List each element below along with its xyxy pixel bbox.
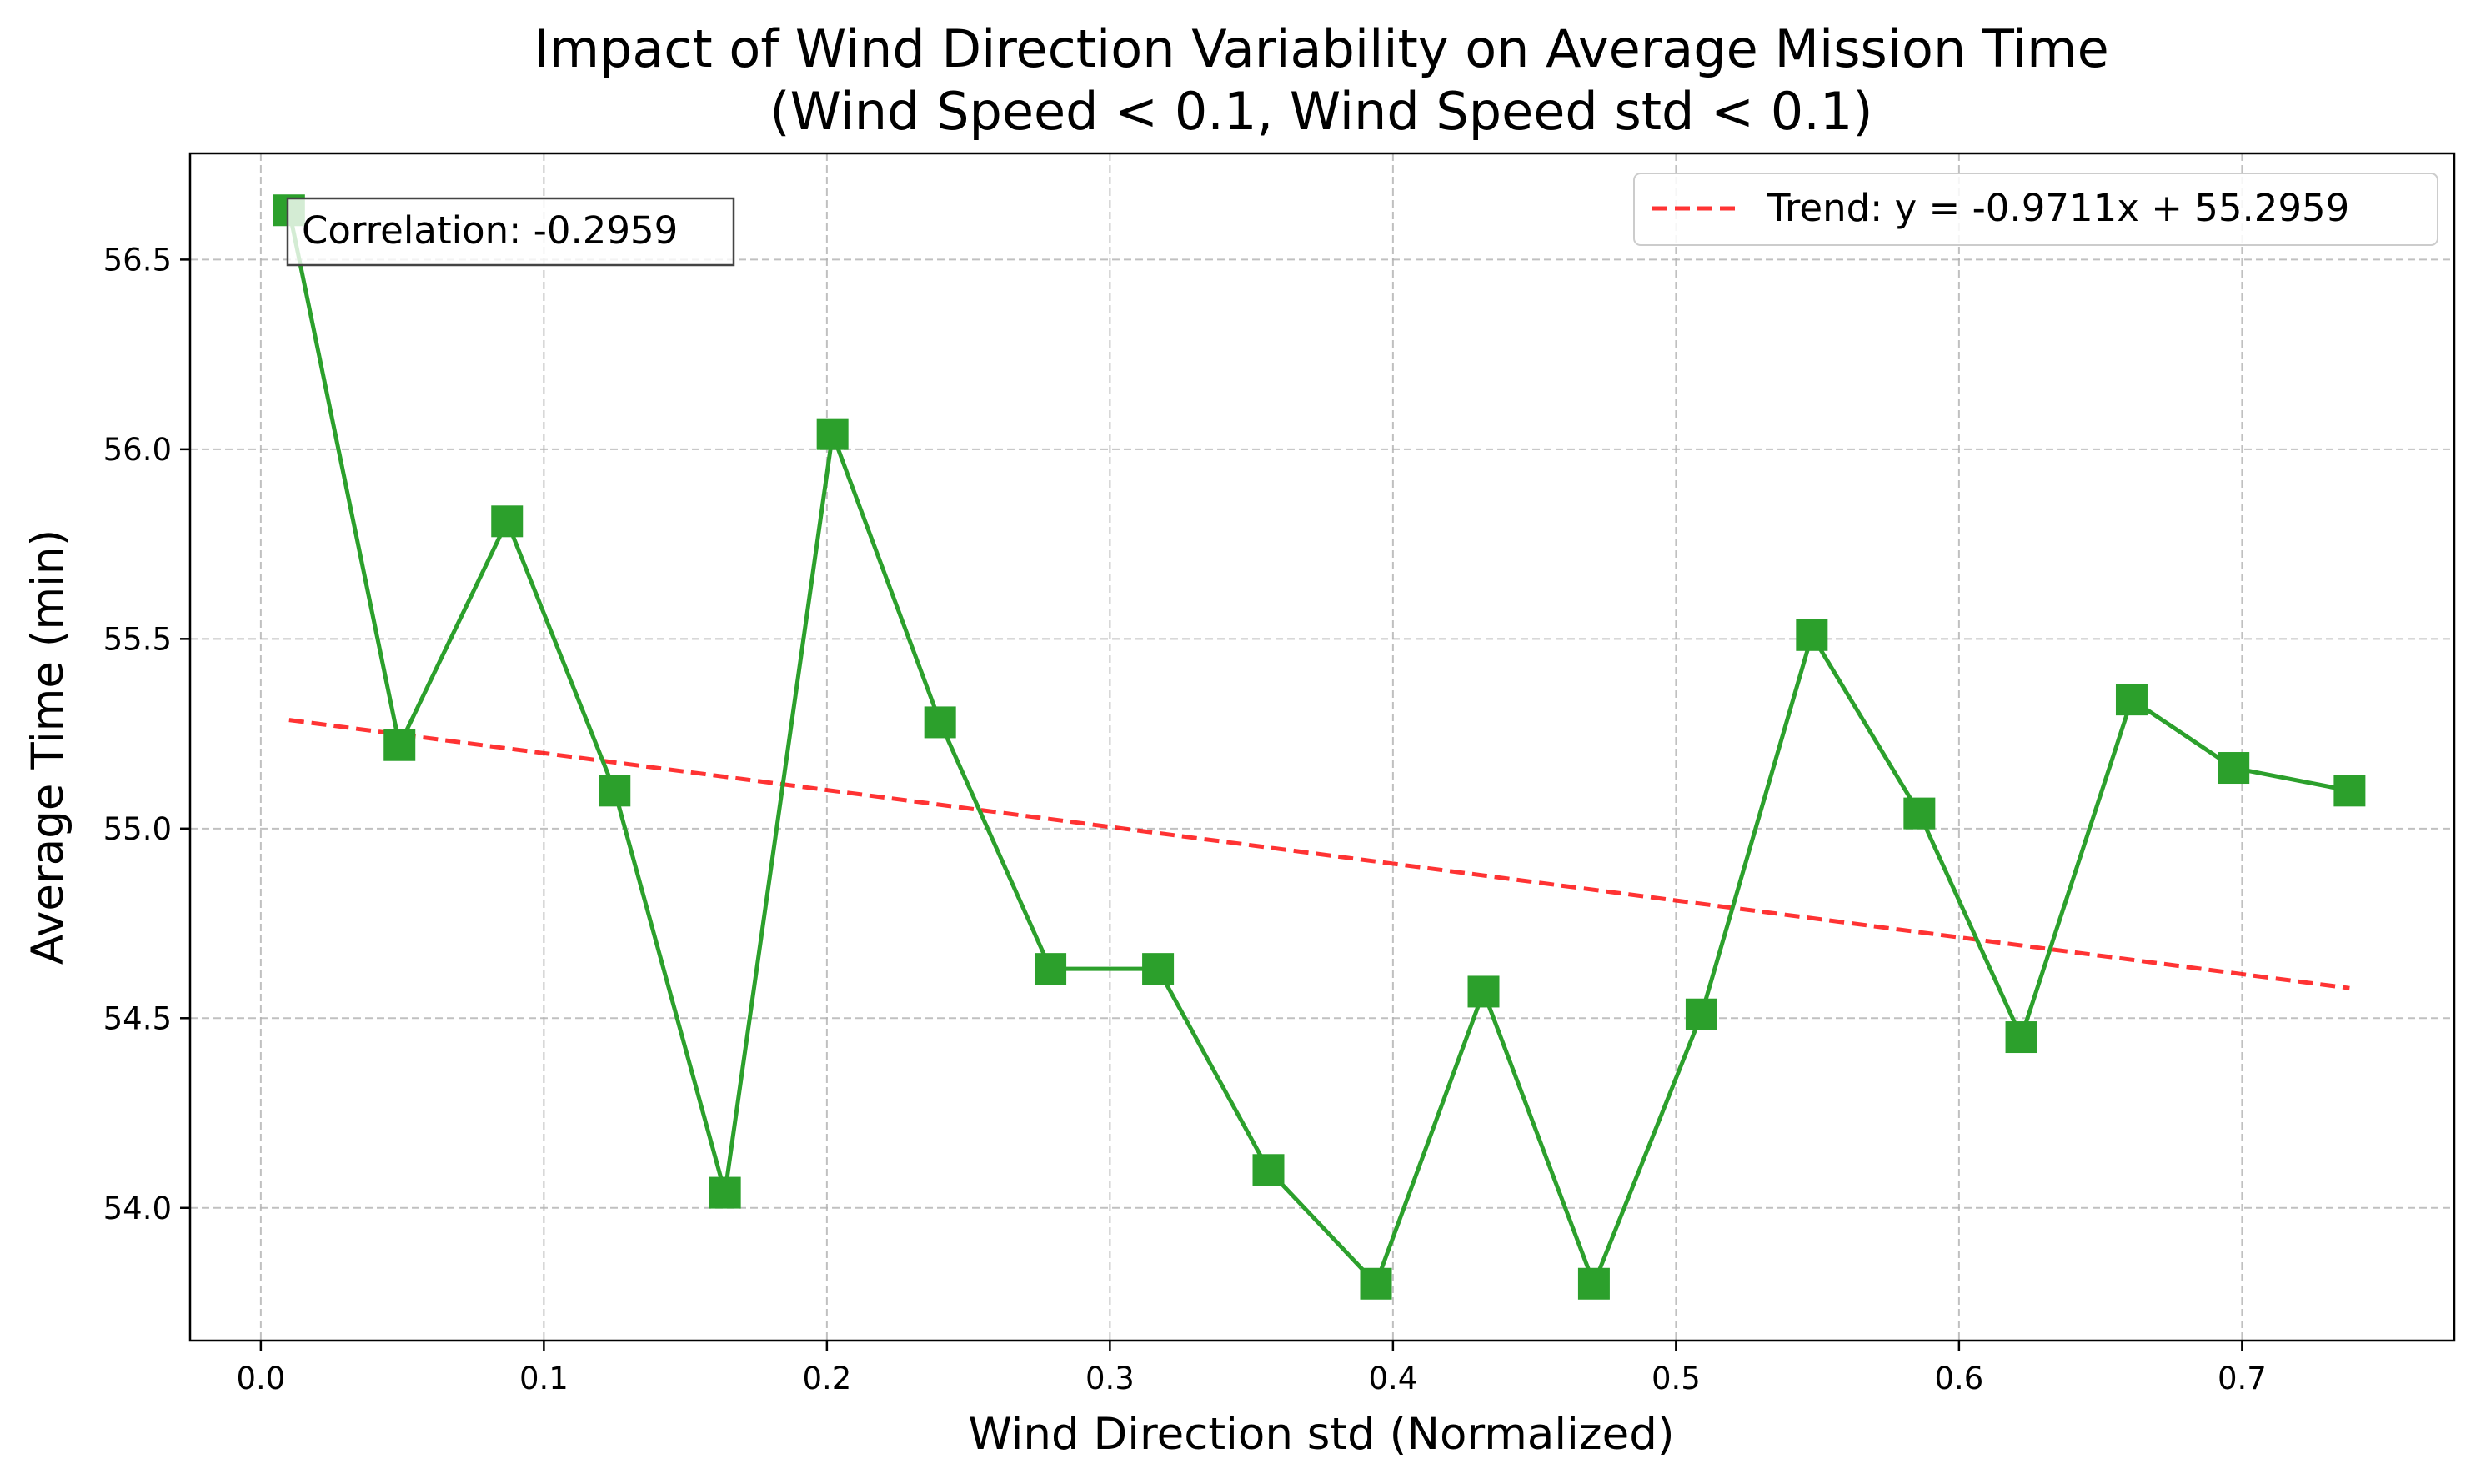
data-point	[1467, 975, 1500, 1008]
y-tick-label: 55.0	[103, 811, 172, 847]
x-tick-label: 0.7	[2218, 1361, 2267, 1396]
data-point	[1796, 619, 1828, 651]
trend-line-layer	[288, 718, 2350, 990]
data-point	[2005, 1021, 2037, 1054]
data-point	[2115, 684, 2148, 716]
legend: Trend: y = -0.9711x + 55.2959	[1633, 173, 2438, 246]
y-tick-label: 56.5	[103, 242, 172, 278]
annotation-text: Correlation: -0.2959	[302, 208, 678, 253]
x-tick-label: 0.2	[802, 1361, 851, 1396]
chart-subtitle: (Wind Speed < 0.1, Wind Speed std < 0.1)	[769, 81, 1872, 142]
correlation-annotation: Correlation: -0.2959	[286, 197, 735, 267]
data-point	[924, 706, 956, 739]
x-axis-label: Wind Direction std (Normalized)	[968, 1409, 1674, 1460]
plot-frame	[188, 152, 2456, 1342]
annotation-box	[286, 197, 735, 267]
data-point	[1577, 1267, 1610, 1300]
ticks: 0.0 0.1 0.2 0.3 0.4 0.5 0.6 0.7 54.0 54.5 55.0 55.5…	[103, 242, 2267, 1396]
data-point	[1685, 998, 1717, 1030]
data-point	[2218, 752, 2250, 785]
x-tick-label: 0.4	[1368, 1361, 1417, 1396]
data-point	[1903, 797, 1936, 830]
data-point	[2333, 775, 2366, 807]
x-tick-label: 0.1	[519, 1361, 569, 1396]
data-point	[383, 729, 416, 761]
y-tick-label: 55.5	[103, 621, 172, 657]
data-point	[491, 505, 524, 538]
x-tick-label: 0.0	[236, 1361, 285, 1396]
data-point	[1252, 1154, 1285, 1186]
y-axis-label: Average Time (min)	[23, 529, 73, 965]
data-point	[599, 775, 631, 807]
series-line	[287, 209, 2350, 1286]
data-point	[816, 418, 849, 450]
data-point	[1360, 1267, 1392, 1300]
x-tick-label: 0.5	[1652, 1361, 1701, 1396]
chart-title: Impact of Wind Direction Variability on …	[534, 18, 2108, 79]
x-tick-label: 0.3	[1085, 1361, 1135, 1396]
trend-line	[288, 718, 2350, 990]
y-tick-label: 54.0	[103, 1191, 172, 1226]
data-point	[1142, 953, 1175, 985]
x-tick-label: 0.6	[1934, 1361, 1983, 1396]
data-point	[1035, 953, 1067, 985]
legend-box	[1633, 173, 2438, 246]
y-tick-label: 56.0	[103, 432, 172, 468]
y-tick-label: 54.5	[103, 1000, 172, 1036]
data-point	[709, 1176, 741, 1209]
legend-trend-label: Trend: y = -0.9711x + 55.2959	[1767, 186, 2349, 230]
